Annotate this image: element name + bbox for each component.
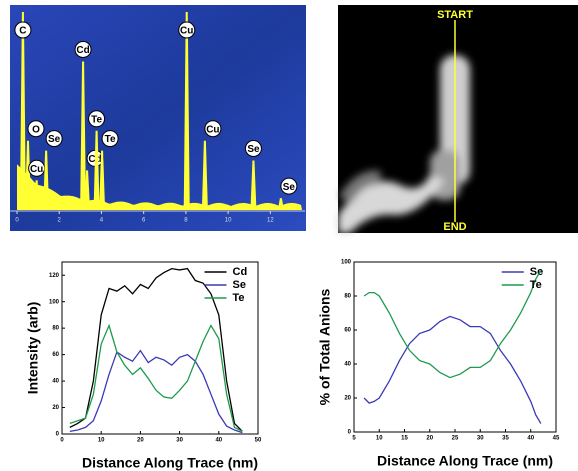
x-tick-label: 20	[426, 436, 433, 442]
y-tick-label: 0	[56, 432, 60, 438]
peak-label: Se	[247, 144, 260, 155]
x-tick-label: 35	[502, 436, 509, 442]
x-tick-label: 20	[137, 438, 144, 444]
peak-label: Cd	[76, 45, 89, 56]
x-tick-label: 25	[452, 436, 459, 442]
legend-label: Te	[530, 279, 542, 291]
start-label: START	[437, 9, 473, 21]
y-tick-label: 20	[344, 396, 351, 402]
spectrum-panel: COCuSeCdCdTeTeCuCuSeSe024681012	[10, 12, 305, 224]
peak	[24, 140, 31, 210]
end-label: END	[443, 221, 466, 233]
x-tick-label: 30	[477, 436, 484, 442]
legend-label: Te	[233, 292, 245, 304]
y-tick-label: 120	[49, 273, 60, 279]
series-line	[69, 267, 243, 432]
plot-frame	[61, 261, 259, 435]
y-tick-label: 0	[348, 430, 352, 436]
peak	[250, 160, 257, 210]
x-tick-label: 0	[15, 218, 19, 224]
peak-label-bubble	[45, 130, 63, 148]
y-tick-label: 60	[344, 328, 351, 334]
x-tick-label: 5	[352, 436, 356, 442]
peak	[33, 180, 40, 210]
peak-label-bubble	[88, 110, 106, 128]
x-tick-label: 30	[176, 438, 183, 444]
peak	[99, 150, 106, 210]
peak-label: Te	[91, 114, 102, 125]
legend-label: Cd	[233, 266, 248, 278]
legend-label: Se	[530, 266, 543, 278]
series-line	[69, 323, 243, 432]
peak-label-bubble	[244, 140, 262, 157]
peak	[19, 12, 26, 210]
x-tick-label: 2	[58, 218, 62, 224]
y-tick-label: 80	[344, 294, 351, 300]
peak-label-bubble	[204, 120, 222, 138]
y-tick-label: 20	[52, 405, 59, 411]
y-tick-label: 60	[52, 352, 59, 358]
series-line	[363, 315, 542, 424]
peak-label: Se	[48, 134, 61, 145]
x-tick-label: 4	[100, 218, 104, 224]
y-axis-label: % of Total Anions	[317, 288, 333, 405]
y-tick-label: 40	[344, 362, 351, 368]
x-tick-label: 50	[255, 438, 262, 444]
x-tick-label: 15	[401, 436, 408, 442]
peak	[84, 170, 91, 210]
peak-label: Cu	[206, 124, 219, 135]
y-tick-label: 80	[52, 326, 59, 332]
peak	[80, 61, 87, 210]
peak-label: Cu	[30, 164, 43, 175]
y-axis-label: Intensity (arb)	[25, 302, 41, 395]
image-panel: START END	[437, 9, 473, 233]
x-axis-label: Distance Along Trace (nm)	[82, 455, 258, 471]
peak-label: C	[19, 26, 26, 37]
x-tick-label: 6	[142, 218, 146, 224]
series-line	[69, 349, 243, 434]
peak-label: Te	[105, 134, 116, 145]
peak-label-bubble	[178, 21, 196, 39]
y-tick-label: 100	[49, 299, 60, 305]
peak	[201, 140, 208, 210]
peak	[43, 150, 50, 210]
peak-label: Se	[283, 182, 296, 193]
x-tick-label: 10	[376, 436, 383, 442]
x-tick-label: 45	[553, 436, 560, 442]
peak-label-bubble	[27, 120, 45, 138]
x-tick-label: 12	[267, 218, 274, 224]
peak-label-bubble	[101, 130, 119, 148]
x-tick-label: 10	[98, 438, 105, 444]
peak	[277, 198, 284, 210]
legend-label: Se	[233, 279, 246, 291]
peak-label-bubble	[280, 177, 298, 195]
peak-label-bubble	[14, 21, 32, 39]
x-tick-label: 40	[215, 438, 222, 444]
peak-label: Cu	[180, 26, 193, 37]
plot-frame	[353, 261, 557, 433]
x-tick-label: 10	[225, 218, 232, 224]
peak-label: O	[32, 124, 40, 135]
y-tick-label: 40	[52, 379, 59, 385]
peak	[183, 12, 190, 210]
y-tick-label: 100	[341, 260, 352, 266]
x-tick-label: 8	[184, 218, 188, 224]
peak-label-bubble	[74, 41, 92, 58]
spectrum-background	[10, 5, 306, 231]
peak	[93, 130, 100, 210]
series-line	[363, 270, 542, 379]
x-axis-label: Distance Along Trace (nm)	[377, 453, 553, 469]
x-tick-label: 0	[60, 438, 64, 444]
x-tick-label: 40	[527, 436, 534, 442]
